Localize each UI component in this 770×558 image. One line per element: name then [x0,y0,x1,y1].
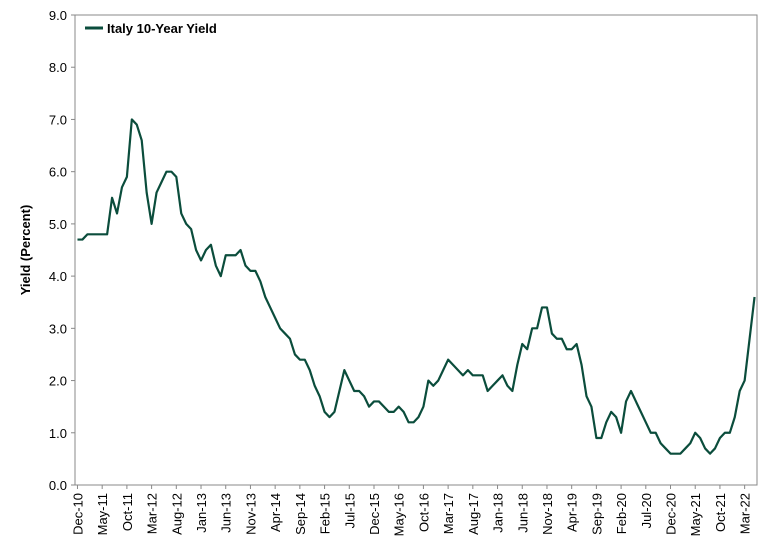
x-tick-label: Jul-20 [639,493,654,528]
y-tick-label: 4.0 [49,269,67,284]
x-tick-label: Jan-18 [491,493,506,533]
x-tick-label: Sep-19 [589,493,604,535]
legend-label: Italy 10-Year Yield [107,21,217,36]
x-tick-label: Mar-17 [441,493,456,534]
x-tick-label: Jun-18 [515,493,530,533]
plot-frame [74,14,758,486]
x-tick-label: Feb-15 [318,493,333,534]
x-tick-label: Oct-11 [120,493,135,531]
x-tick-label: Nov-13 [243,493,258,535]
y-tick-label: 3.0 [49,321,67,336]
x-tick-label: May-21 [688,493,703,536]
x-tick-label: Aug-17 [466,493,481,535]
x-tick-label: Jan-13 [194,493,209,533]
series-line [77,118,756,455]
x-tick-label: Nov-18 [540,493,555,535]
x-tick-label: May-16 [392,493,407,536]
x-tick-label: Oct-21 [713,493,728,532]
y-tick-label: 7.0 [49,112,67,127]
x-tick-label: May-11 [95,493,110,535]
x-tick-label: Jun-13 [219,493,234,533]
x-tick-label: Sep-14 [293,493,308,535]
y-axis-label: Yield (Percent) [18,205,33,296]
y-tick-label: 5.0 [49,217,67,232]
x-tick-label: Dec-20 [664,493,679,535]
x-tick-label: Mar-12 [145,493,160,534]
y-tick-label: 1.0 [49,426,67,441]
y-tick-label: 9.0 [49,8,67,23]
x-tick-label: Dec-10 [70,493,85,535]
x-tick-label: Feb-20 [614,493,629,534]
x-tick-label: Jul-15 [342,493,357,528]
y-tick-label: 2.0 [49,374,67,389]
x-tick-label: Mar-22 [738,493,753,534]
x-tick-label: Apr-14 [268,493,283,532]
x-tick-label: Apr-19 [565,493,580,532]
x-tick-label: Oct-16 [416,493,431,532]
y-tick-label: 6.0 [49,165,67,180]
y-tick-label: 0.0 [49,478,67,493]
y-tick-label: 8.0 [49,60,67,75]
x-tick-label: Dec-15 [367,493,382,535]
x-tick-label: Aug-12 [169,493,184,535]
